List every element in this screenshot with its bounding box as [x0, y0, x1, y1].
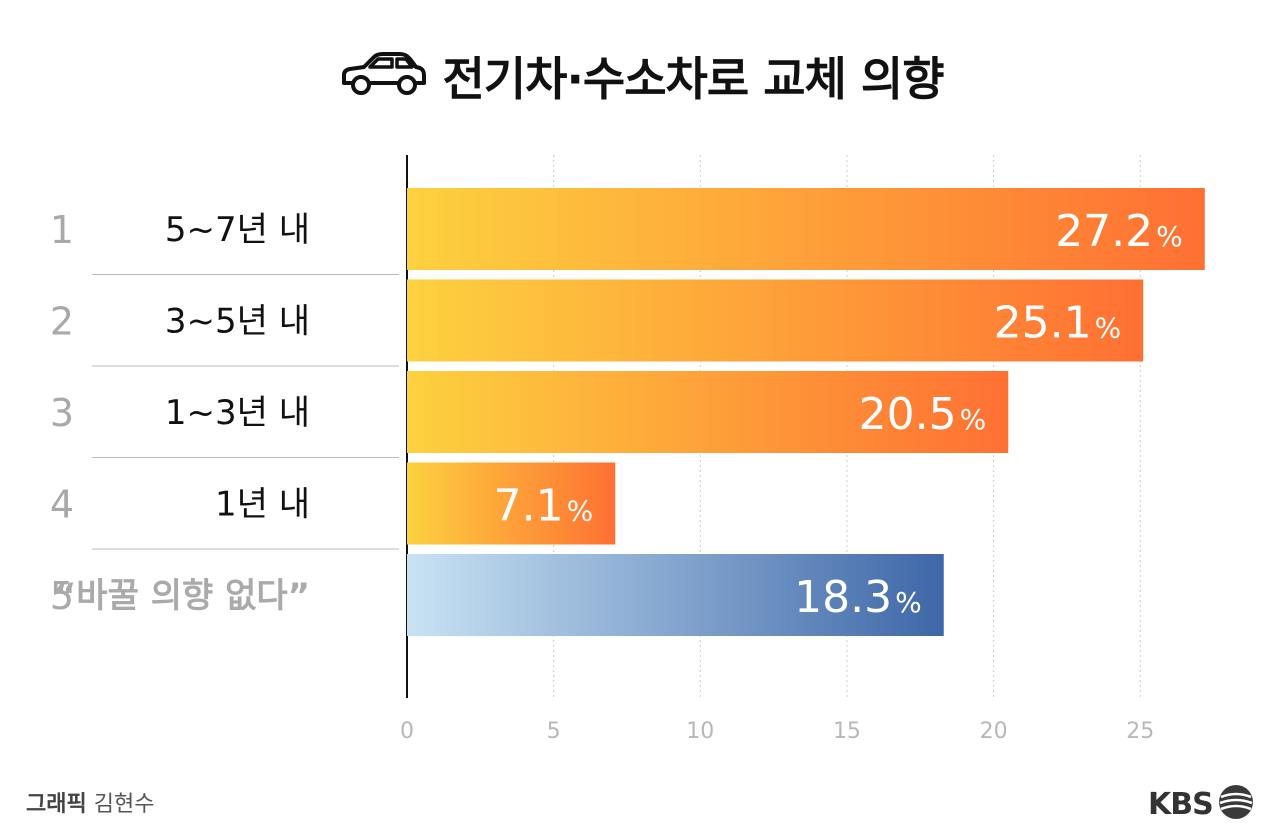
car-icon [336, 49, 428, 103]
value-label: 7.1% [494, 481, 594, 532]
x-tick-label: 0 [400, 719, 414, 744]
logo-text: KBS [1148, 786, 1214, 822]
kbs-globe-icon [1217, 783, 1255, 825]
category-label: 1~3년 내 [165, 393, 310, 433]
category-label: “바꿀 의향 없다” [54, 576, 310, 616]
rank-number: 5 [50, 574, 74, 618]
value-label: 20.5% [859, 389, 987, 440]
page-title: 전기차·수소차로 교체 의향 [442, 52, 944, 106]
rank-number: 3 [50, 391, 74, 435]
category-label: 1년 내 [215, 485, 310, 525]
rank-number: 4 [50, 483, 74, 527]
x-tick-label: 15 [833, 719, 861, 744]
kbs-logo: KBS [1148, 784, 1255, 824]
x-tick-label: 20 [980, 719, 1008, 744]
credit-label: 그래픽 [26, 792, 87, 817]
bar [407, 371, 1009, 453]
bar [407, 462, 616, 545]
x-tick-label: 5 [547, 719, 561, 744]
bar [407, 188, 1205, 270]
title-area: 전기차·수소차로 교체 의향 [0, 36, 1280, 116]
value-label: 25.1% [994, 298, 1122, 349]
value-label: 18.3% [794, 572, 922, 623]
credit: 그래픽 김현수 [26, 786, 154, 818]
rank-number: 1 [50, 208, 74, 252]
rank-number: 2 [50, 300, 74, 344]
category-label: 3~5년 내 [165, 302, 310, 342]
bar [407, 554, 944, 636]
bar [407, 279, 1144, 362]
bar-chart: 0 5 10 15 20 25 1 5~7년 내 27.2 % 2 3~5년 내 25.1 % 3 1~3년 … [50, 155, 1205, 744]
x-tick-label: 10 [686, 719, 714, 744]
credit-name: 김현수 [93, 792, 155, 817]
value-label: 27.2% [1055, 206, 1183, 257]
x-tick-label: 25 [1126, 719, 1154, 744]
category-label: 5~7년 내 [165, 210, 310, 250]
